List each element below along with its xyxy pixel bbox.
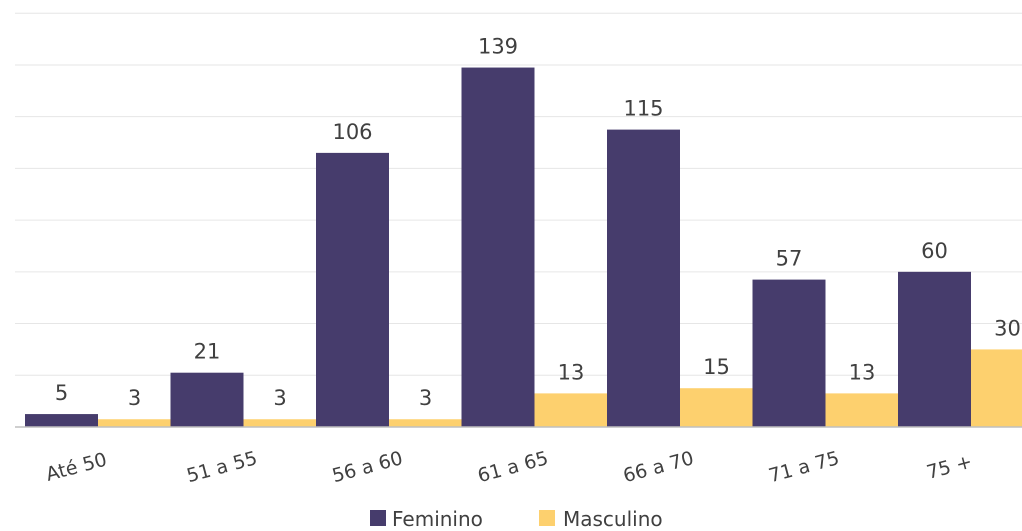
data-label-feminino: 5 (55, 381, 68, 405)
data-label-feminino: 21 (194, 340, 221, 364)
bar-feminino (25, 414, 98, 427)
bars (25, 67, 1022, 428)
data-label-masculino: 13 (558, 360, 585, 384)
bar-masculino (534, 393, 608, 427)
bar-masculino (971, 349, 1022, 427)
x-tick-label: 61 a 65 (475, 447, 550, 487)
bar-feminino (752, 279, 826, 427)
data-label-feminino: 139 (478, 35, 518, 59)
bar-masculino (680, 388, 753, 427)
bar-masculino (825, 393, 899, 427)
data-label-masculino: 30 (994, 316, 1021, 340)
legend-swatch-masculino (539, 510, 555, 526)
legend: Feminino Masculino (370, 507, 663, 531)
bar-feminino (898, 271, 971, 427)
data-label-feminino: 60 (921, 239, 948, 263)
data-label-masculino: 3 (273, 386, 286, 410)
bar-masculino (98, 419, 171, 427)
bar-feminino (170, 372, 244, 427)
data-label-feminino: 106 (332, 120, 372, 144)
bar-feminino (607, 129, 680, 428)
x-tick-label: Até 50 (44, 449, 110, 486)
bar-masculino (389, 419, 462, 427)
x-tick-label: 51 a 55 (184, 447, 259, 487)
data-label-feminino: 57 (776, 247, 803, 271)
data-label-masculino: 15 (703, 355, 730, 379)
x-tick-label: 75 + (924, 451, 974, 484)
legend-label-feminino: Feminino (392, 507, 483, 531)
legend-label-masculino: Masculino (563, 507, 663, 531)
legend-swatch-feminino (370, 510, 386, 526)
x-tick-label: 71 a 75 (766, 447, 841, 487)
data-label-masculino: 3 (128, 386, 141, 410)
bar-masculino (243, 419, 317, 427)
data-labels: 5 3 21 3 106 3 139 13 115 15 57 13 60 30 (55, 35, 1021, 411)
x-axis-tick-labels: Até 50 51 a 55 56 a 60 61 a 65 66 a 70 71 a 7… (44, 447, 975, 487)
data-label-masculino: 3 (419, 386, 432, 410)
x-tick-label: 56 a 60 (330, 447, 405, 487)
data-label-feminino: 115 (623, 97, 663, 121)
bar-feminino (316, 152, 389, 427)
data-label-masculino: 13 (849, 360, 876, 384)
bar-feminino (461, 67, 535, 428)
x-tick-label: 66 a 70 (621, 447, 696, 487)
